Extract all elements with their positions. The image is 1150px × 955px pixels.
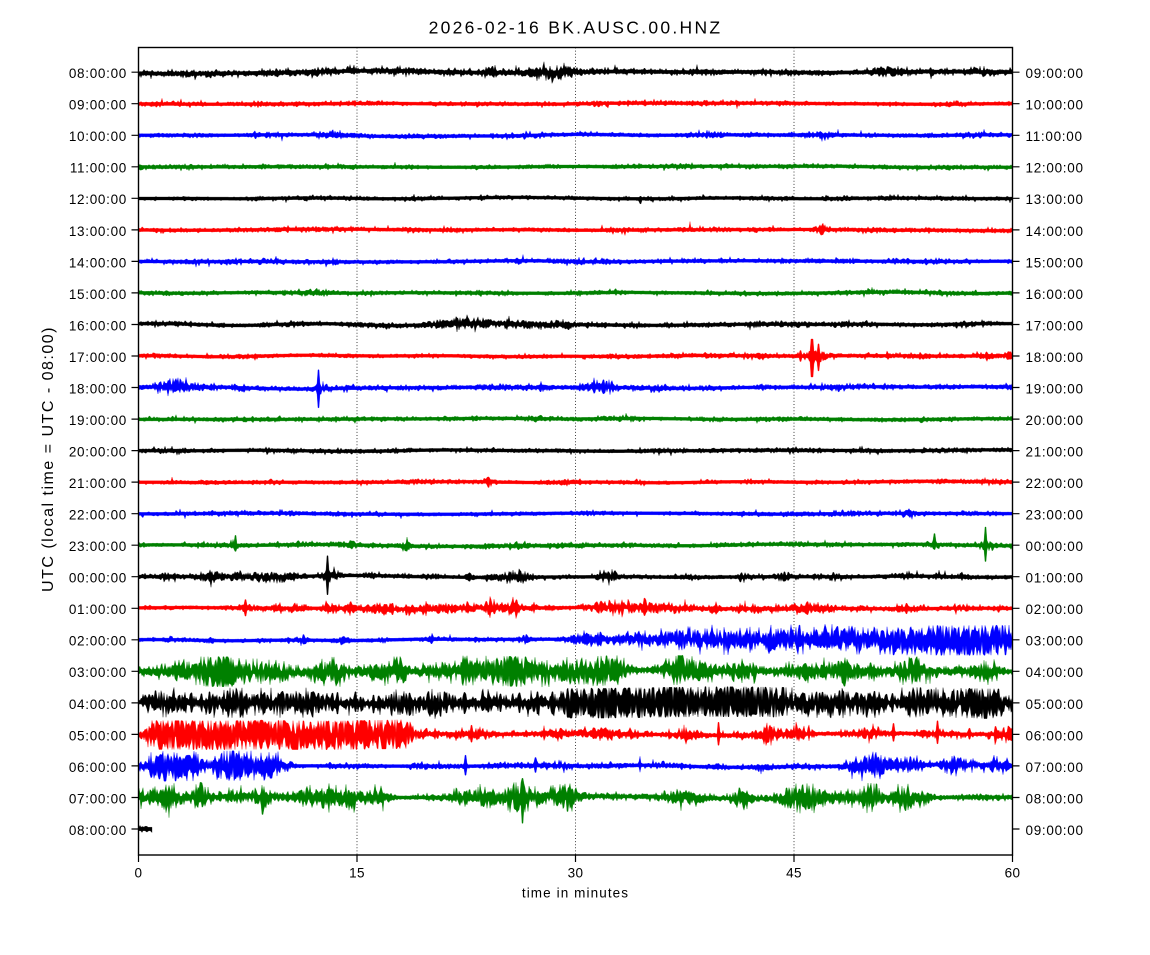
svg-text:09:00:00: 09:00:00 — [1026, 66, 1084, 81]
svg-text:10:00:00: 10:00:00 — [69, 129, 127, 144]
svg-text:11:00:00: 11:00:00 — [70, 161, 127, 176]
svg-text:14:00:00: 14:00:00 — [1026, 224, 1084, 239]
svg-text:23:00:00: 23:00:00 — [69, 539, 127, 554]
svg-text:04:00:00: 04:00:00 — [69, 697, 127, 712]
svg-text:20:00:00: 20:00:00 — [1026, 413, 1084, 428]
svg-text:07:00:00: 07:00:00 — [69, 791, 127, 806]
svg-text:13:00:00: 13:00:00 — [69, 224, 127, 239]
svg-text:18:00:00: 18:00:00 — [1026, 350, 1084, 365]
svg-text:00:00:00: 00:00:00 — [69, 571, 127, 586]
svg-text:08:00:00: 08:00:00 — [69, 823, 127, 838]
svg-text:17:00:00: 17:00:00 — [69, 350, 127, 365]
svg-text:14:00:00: 14:00:00 — [69, 255, 127, 270]
svg-text:45: 45 — [786, 865, 802, 880]
svg-text:16:00:00: 16:00:00 — [69, 318, 127, 333]
svg-text:12:00:00: 12:00:00 — [69, 192, 127, 207]
svg-text:22:00:00: 22:00:00 — [1026, 476, 1084, 491]
svg-text:21:00:00: 21:00:00 — [69, 476, 127, 491]
svg-text:03:00:00: 03:00:00 — [69, 665, 127, 680]
svg-text:30: 30 — [568, 865, 584, 880]
svg-text:20:00:00: 20:00:00 — [69, 445, 127, 460]
svg-text:01:00:00: 01:00:00 — [69, 602, 127, 617]
svg-text:17:00:00: 17:00:00 — [1026, 318, 1084, 333]
svg-text:05:00:00: 05:00:00 — [1026, 697, 1084, 712]
svg-text:07:00:00: 07:00:00 — [1026, 760, 1084, 775]
svg-text:18:00:00: 18:00:00 — [69, 381, 127, 396]
svg-text:10:00:00: 10:00:00 — [1026, 98, 1084, 113]
svg-text:15:00:00: 15:00:00 — [69, 287, 127, 302]
svg-text:12:00:00: 12:00:00 — [1026, 161, 1084, 176]
svg-text:UTC (local time = UTC - 08:00): UTC (local time = UTC - 08:00) — [40, 326, 57, 592]
svg-text:01:00:00: 01:00:00 — [1026, 571, 1084, 586]
svg-text:09:00:00: 09:00:00 — [69, 98, 127, 113]
svg-text:05:00:00: 05:00:00 — [69, 728, 127, 743]
svg-text:22:00:00: 22:00:00 — [69, 508, 127, 523]
svg-text:02:00:00: 02:00:00 — [69, 634, 127, 649]
svg-text:15:00:00: 15:00:00 — [1026, 255, 1084, 270]
svg-text:04:00:00: 04:00:00 — [1026, 665, 1084, 680]
svg-text:60: 60 — [1005, 865, 1021, 880]
svg-text:09:00:00: 09:00:00 — [1026, 823, 1084, 838]
svg-text:08:00:00: 08:00:00 — [69, 66, 127, 81]
svg-text:2026-02-16 BK.AUSC.00.HNZ: 2026-02-16 BK.AUSC.00.HNZ — [429, 18, 723, 38]
svg-text:02:00:00: 02:00:00 — [1026, 602, 1084, 617]
svg-text:06:00:00: 06:00:00 — [69, 760, 127, 775]
svg-text:0: 0 — [135, 865, 143, 880]
svg-text:23:00:00: 23:00:00 — [1026, 508, 1084, 523]
svg-text:15: 15 — [349, 865, 365, 880]
svg-text:19:00:00: 19:00:00 — [1026, 381, 1084, 396]
svg-text:03:00:00: 03:00:00 — [1026, 634, 1084, 649]
svg-text:08:00:00: 08:00:00 — [1026, 791, 1084, 806]
svg-text:06:00:00: 06:00:00 — [1026, 728, 1084, 743]
svg-text:00:00:00: 00:00:00 — [1026, 539, 1084, 554]
svg-text:11:00:00: 11:00:00 — [1026, 129, 1083, 144]
svg-text:19:00:00: 19:00:00 — [69, 413, 127, 428]
svg-text:21:00:00: 21:00:00 — [1026, 445, 1084, 460]
svg-text:13:00:00: 13:00:00 — [1026, 192, 1084, 207]
svg-text:time in minutes: time in minutes — [522, 886, 629, 901]
svg-text:16:00:00: 16:00:00 — [1026, 287, 1084, 302]
